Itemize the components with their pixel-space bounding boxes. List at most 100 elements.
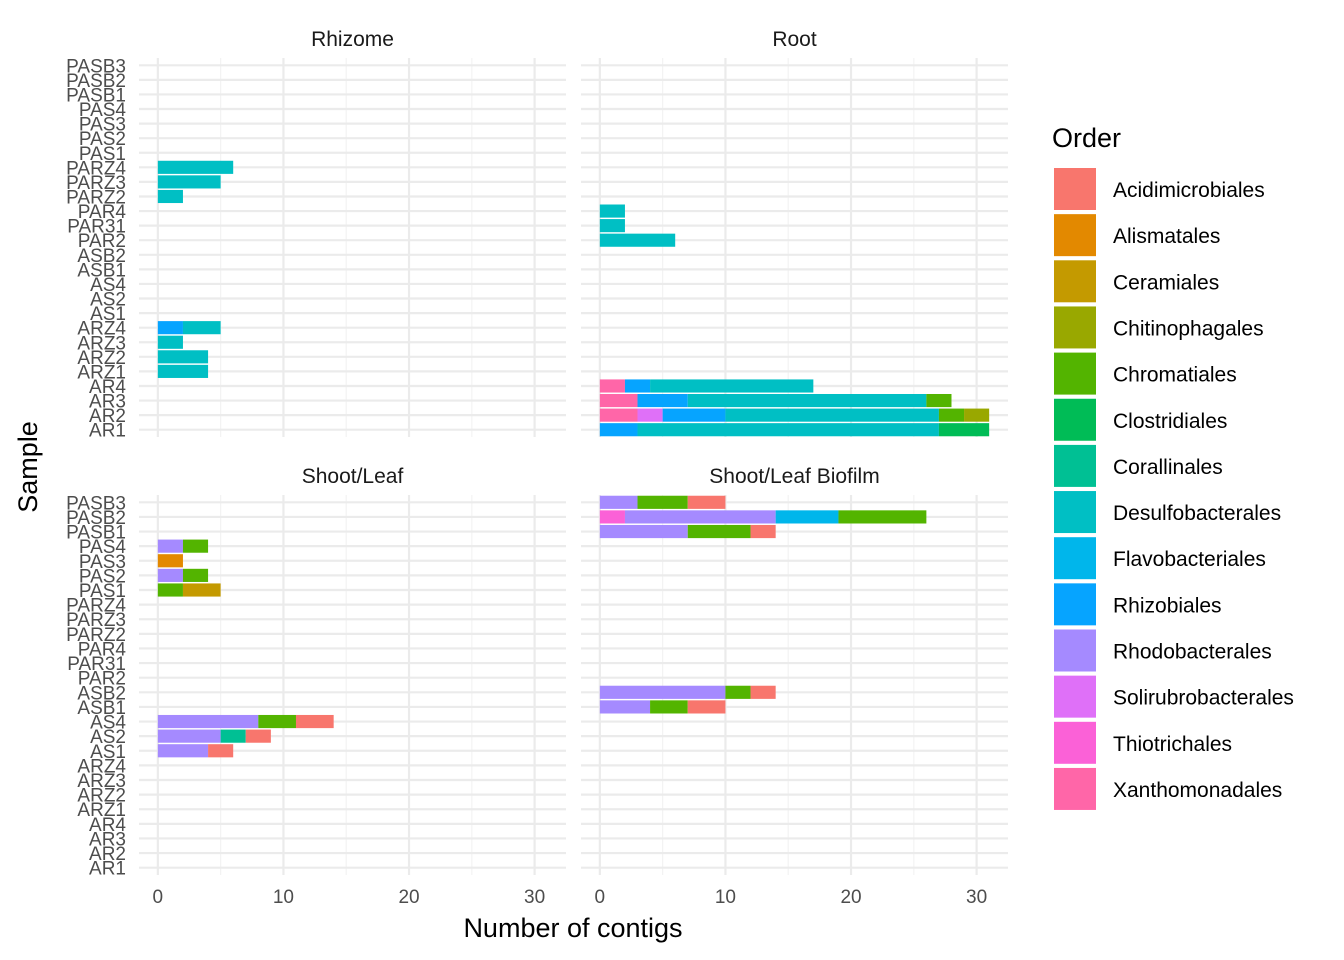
legend-label-ceramiales: Ceramiales bbox=[1113, 271, 1219, 294]
bar-segment-pas4-rhodobacterales bbox=[157, 539, 183, 553]
bar-segment-as4-acidimicrobiales bbox=[295, 714, 334, 729]
y-axis-title: Sample bbox=[13, 421, 43, 513]
panel-title: Root bbox=[772, 28, 817, 51]
y-tick-label: PAS4 bbox=[79, 100, 127, 121]
legend-label-clostridiales: Clostridiales bbox=[1113, 410, 1227, 433]
y-tick-label: ASB1 bbox=[77, 698, 126, 719]
legend-key-acidimicrobiales bbox=[1054, 168, 1096, 210]
legend-label-chromatiales: Chromatiales bbox=[1113, 364, 1237, 387]
x-tick-label: 0 bbox=[595, 887, 606, 908]
y-tick-label: AS4 bbox=[90, 275, 126, 296]
bar-segment-par4-desulfobacterales bbox=[599, 204, 625, 218]
bar-segment-ar4-xanthomonadales bbox=[599, 379, 625, 393]
legend-key-chitinophagales bbox=[1054, 306, 1096, 349]
facet-panels: RhizomePASB3PASB2PASB1PAS4PAS3PAS2PAS1PA… bbox=[66, 28, 1008, 908]
legend-key-thiotrichales bbox=[1054, 721, 1096, 764]
y-tick-label: PARZ3 bbox=[66, 173, 126, 194]
bar-segment-arz2-desulfobacterales bbox=[157, 350, 209, 364]
legend-key-corallinales bbox=[1054, 444, 1096, 487]
panel-title: Rhizome bbox=[311, 28, 394, 51]
x-tick-label: 20 bbox=[840, 887, 861, 908]
y-tick-label: ASB2 bbox=[77, 683, 126, 704]
bar-segment-parz2-desulfobacterales bbox=[157, 189, 183, 204]
legend-key-chromatiales bbox=[1054, 352, 1096, 395]
y-tick-label: PASB3 bbox=[66, 493, 126, 514]
legend-key-clostridiales bbox=[1054, 398, 1096, 441]
bar-segment-asb1-rhodobacterales bbox=[599, 700, 651, 714]
legend-label-alismatales: Alismatales bbox=[1113, 225, 1220, 248]
legend-label-rhodobacterales: Rhodobacterales bbox=[1113, 641, 1272, 664]
y-tick-label: PASB2 bbox=[66, 71, 126, 92]
y-tick-label: AR3 bbox=[89, 392, 126, 413]
y-tick-label: ARZ2 bbox=[77, 348, 126, 369]
bar-segment-pas4-chromatiales bbox=[182, 539, 209, 553]
y-tick-label: PAR31 bbox=[67, 217, 126, 238]
bar-segment-pasb2-rhodobacterales bbox=[624, 510, 776, 524]
bar-segment-as1-rhodobacterales bbox=[157, 744, 209, 758]
legend-key-xanthomonadales bbox=[1054, 767, 1096, 810]
y-tick-label: PAS1 bbox=[79, 581, 126, 602]
y-tick-label: PAS1 bbox=[79, 144, 126, 165]
y-tick-label: PAR2 bbox=[78, 231, 126, 252]
bar-segment-pasb1-acidimicrobiales bbox=[750, 524, 776, 539]
bar-segment-pasb1-chromatiales bbox=[687, 524, 751, 539]
y-tick-label: ARZ4 bbox=[77, 756, 126, 777]
panel-title: Shoot/Leaf Biofilm bbox=[709, 465, 879, 488]
panel-rhizome: RhizomePASB3PASB2PASB1PAS4PAS3PAS2PAS1PA… bbox=[66, 28, 566, 442]
bar-segment-pas2-chromatiales bbox=[182, 568, 209, 582]
y-tick-label: PASB1 bbox=[66, 523, 126, 544]
bar-segment-arz1-desulfobacterales bbox=[157, 364, 209, 378]
y-tick-label: PAR2 bbox=[78, 669, 126, 690]
bar-segment-ar4-desulfobacterales bbox=[650, 379, 814, 393]
legend-key-desulfobacterales bbox=[1054, 491, 1096, 534]
bar-segment-ar2-chitinophagales bbox=[964, 408, 990, 422]
bar-segment-as2-acidimicrobiales bbox=[245, 729, 271, 743]
bar-segment-asb1-chromatiales bbox=[650, 700, 688, 714]
y-tick-label: PAR4 bbox=[78, 639, 127, 660]
legend-key-rhodobacterales bbox=[1054, 629, 1096, 672]
legend-key-alismatales bbox=[1054, 214, 1096, 257]
bar-segment-as4-chromatiales bbox=[258, 714, 296, 729]
bar-segment-ar3-xanthomonadales bbox=[599, 393, 638, 408]
y-tick-label: AR3 bbox=[89, 829, 126, 850]
y-tick-label: AR1 bbox=[89, 421, 126, 442]
y-tick-label: ARZ1 bbox=[77, 800, 126, 821]
y-tick-label: AR4 bbox=[89, 815, 126, 836]
x-tick-label: 0 bbox=[153, 887, 164, 908]
bar-segment-ar2-xanthomonadales bbox=[599, 408, 638, 422]
y-tick-label: PARZ3 bbox=[66, 610, 126, 631]
bar-segment-ar2-desulfobacterales bbox=[725, 408, 939, 422]
y-tick-label: PARZ4 bbox=[66, 158, 126, 179]
legend: Acidimicrobiales Alismatales Ceramiales Chi… bbox=[1054, 168, 1294, 810]
y-tick-label: PASB3 bbox=[66, 56, 126, 77]
bar-segment-ar3-desulfobacterales bbox=[687, 393, 927, 408]
bar-segment-ar4-rhizobiales bbox=[624, 379, 651, 393]
legend-label-corallinales: Corallinales bbox=[1113, 456, 1223, 479]
bar-segment-ar3-chromatiales bbox=[926, 393, 952, 408]
bar-segment-arz3-desulfobacterales bbox=[157, 335, 183, 349]
bar-segment-pas2-rhodobacterales bbox=[157, 568, 183, 582]
bar-segment-asb2-chromatiales bbox=[725, 685, 751, 699]
bar-segment-pasb2-flavobacteriales bbox=[775, 510, 839, 524]
y-tick-label: PAR31 bbox=[67, 654, 126, 675]
bar-segment-parz3-desulfobacterales bbox=[157, 175, 221, 189]
y-tick-label: AS1 bbox=[90, 304, 126, 325]
y-tick-label: PAS3 bbox=[79, 552, 126, 573]
bar-segment-par2-desulfobacterales bbox=[599, 233, 676, 247]
x-tick-label: 10 bbox=[715, 887, 736, 908]
y-tick-label: PARZ2 bbox=[66, 187, 126, 208]
bar-segment-pasb3-acidimicrobiales bbox=[687, 495, 726, 509]
y-tick-label: AS1 bbox=[90, 742, 126, 763]
bar-segment-ar2-chromatiales bbox=[938, 408, 965, 422]
y-tick-label: PASB1 bbox=[66, 85, 126, 106]
panel-shoot-leaf: Shoot/Leaf PASB3PASB2PASB1PAS4PAS3PAS2PAS… bbox=[66, 465, 566, 908]
legend-key-ceramiales bbox=[1054, 260, 1096, 303]
y-tick-label: PAS4 bbox=[79, 537, 127, 558]
bar-segment-pas3-alismatales bbox=[157, 554, 183, 568]
bar-segment-pas1-chromatiales bbox=[157, 583, 183, 597]
y-tick-label: ARZ2 bbox=[77, 786, 126, 807]
legend-label-rhizobiales: Rhizobiales bbox=[1113, 594, 1222, 617]
y-tick-label: PAS2 bbox=[79, 566, 126, 587]
bar-segment-arz4-rhizobiales bbox=[157, 321, 183, 335]
bar-segment-pasb3-chromatiales bbox=[637, 495, 688, 509]
